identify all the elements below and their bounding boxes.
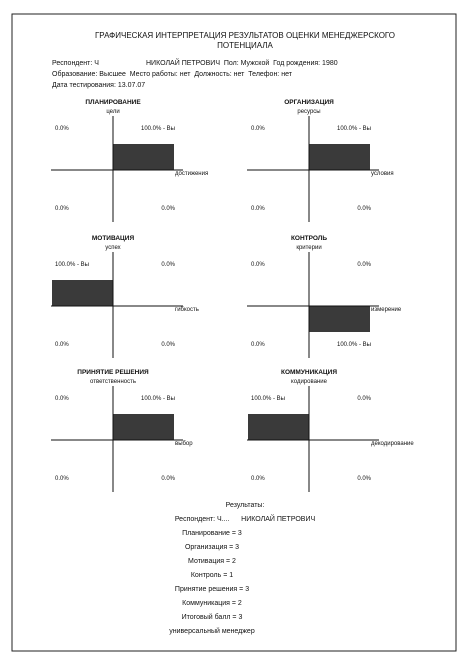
quadrant-fill	[52, 280, 113, 306]
quadrant-fill	[309, 306, 370, 332]
quadrant-label: 0.0%	[161, 342, 175, 348]
x-axis-label: условия	[371, 171, 394, 177]
title: ГРАФИЧЕСКАЯ ИНТЕРПРЕТАЦИЯ РЕЗУЛЬТАТОВ ОЦ…	[95, 31, 395, 40]
chart-title: ПЛАНИРОВАНИЕ	[85, 99, 141, 106]
result-line: Итоговый балл = 3	[182, 613, 243, 621]
quadrant-label: 0.0%	[251, 476, 265, 482]
x-axis-label: декодирование	[371, 441, 414, 447]
quadrant-label: 0.0%	[357, 262, 371, 268]
quadrant-fill	[309, 144, 370, 170]
result-line: Коммуникация = 2	[182, 600, 242, 607]
quadrant-label: 0.0%	[55, 396, 69, 402]
date-line: Дата тестирования: 13.07.07	[52, 82, 145, 89]
y-axis-label: ресурсы	[297, 109, 320, 115]
result-line: Мотивация = 2	[188, 558, 236, 565]
quadrant-label: 100.0% - Вы	[337, 342, 371, 348]
quadrant-label: 100.0% - Вы	[55, 262, 89, 268]
quadrant-fill	[113, 414, 174, 440]
quadrant-label: 0.0%	[357, 476, 371, 482]
quadrant-label: 0.0%	[55, 126, 69, 132]
y-axis-label: критерии	[296, 245, 321, 251]
result-line: универсальный менеджер	[169, 627, 255, 635]
chart-title: КОНТРОЛЬ	[291, 235, 327, 242]
y-axis-label: цели	[106, 109, 119, 115]
chart-title: ОРГАНИЗАЦИЯ	[284, 99, 334, 106]
quadrant-label: 0.0%	[251, 342, 265, 348]
quadrant-label: 0.0%	[357, 396, 371, 402]
results: Планирование = 3 Организация = 3 Мотивация…	[169, 530, 255, 635]
quadrant-label: 100.0% - Вы	[251, 396, 285, 402]
x-axis-label: гибкость	[175, 307, 199, 313]
quadrant-label: 0.0%	[161, 476, 175, 482]
quadrant-label: 0.0%	[161, 206, 175, 212]
y-axis-label: ответственность	[90, 379, 136, 385]
chart-title: КОММУНИКАЦИЯ	[281, 369, 337, 376]
chart-title: МОТИВАЦИЯ	[92, 235, 135, 242]
quadrant-label: 0.0%	[55, 206, 69, 212]
page-border	[11, 13, 457, 652]
result-line: Контроль = 1	[191, 572, 233, 579]
quadrant-label: 0.0%	[251, 262, 265, 268]
chart-title: ПРИНЯТИЕ РЕШЕНИЯ	[77, 369, 149, 376]
quadrant-label: 100.0% - Вы	[141, 396, 175, 402]
x-axis-label: измерение	[371, 307, 402, 313]
charts: ПЛАНИРОВАНИЕ цели достижения 0.0% 100.0% - В…	[51, 99, 414, 492]
name-line: НИКОЛАЙ ПЕТРОВИЧ Пол: Мужской Год рожден…	[146, 58, 338, 67]
quadrant-label: 0.0%	[251, 126, 265, 132]
quadrant-fill	[248, 414, 309, 440]
quadrant-fill	[113, 144, 174, 170]
result-line: Организация = 3	[185, 544, 239, 551]
title: ПОТЕНЦИАЛА	[217, 41, 273, 50]
education-line: Образование: Высшее Место работы: нет До…	[52, 70, 293, 78]
y-axis-label: кодирование	[291, 379, 328, 385]
results-heading: Результаты:	[226, 502, 265, 509]
results-respondent: Респондент: Ч.... НИКОЛАЙ ПЕТРОВИЧ	[175, 514, 316, 523]
quadrant-label: 0.0%	[55, 476, 69, 482]
x-axis-label: достижения	[175, 171, 208, 177]
result-line: Планирование = 3	[182, 530, 242, 537]
result-line: Принятие решения = 3	[175, 586, 249, 593]
quadrant-label: 0.0%	[251, 206, 265, 212]
x-axis-label: выбор	[175, 441, 193, 447]
y-axis-label: успех	[105, 245, 120, 251]
quadrant-label: 0.0%	[55, 342, 69, 348]
quadrant-label: 0.0%	[161, 262, 175, 268]
quadrant-label: 100.0% - Вы	[337, 126, 371, 132]
quadrant-label: 0.0%	[357, 206, 371, 212]
quadrant-label: 100.0% - Вы	[141, 126, 175, 132]
respondent: Респондент: Ч	[52, 60, 99, 67]
